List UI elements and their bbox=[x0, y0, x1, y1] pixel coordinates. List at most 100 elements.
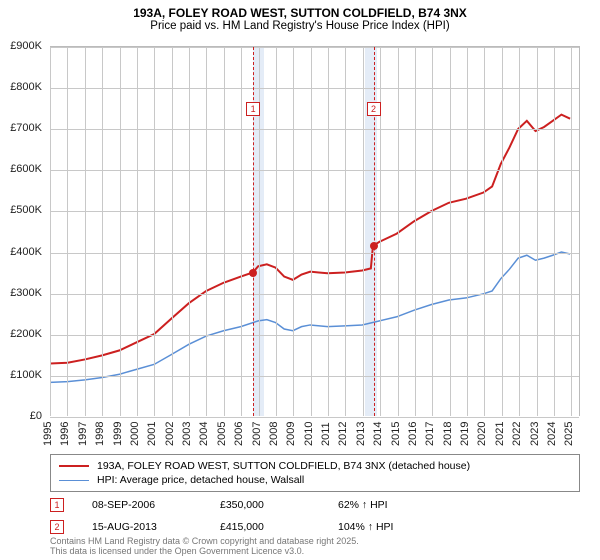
gridline-h bbox=[50, 47, 579, 48]
x-tick-label: 2014 bbox=[372, 422, 384, 446]
gridline-v bbox=[137, 47, 138, 416]
gridline-v bbox=[537, 47, 538, 416]
gridline-v bbox=[398, 47, 399, 416]
gridline-v bbox=[50, 47, 51, 416]
gridline-v bbox=[154, 47, 155, 416]
gridline-v bbox=[571, 47, 572, 416]
legend: 193A, FOLEY ROAD WEST, SUTTON COLDFIELD,… bbox=[50, 454, 580, 492]
x-tick-label: 2017 bbox=[424, 422, 436, 446]
sale-date: 15-AUG-2013 bbox=[92, 521, 192, 533]
title-block: 193A, FOLEY ROAD WEST, SUTTON COLDFIELD,… bbox=[0, 0, 600, 34]
x-tick-label: 2012 bbox=[337, 422, 349, 446]
x-tick-label: 2003 bbox=[181, 422, 193, 446]
y-tick-label: £600K bbox=[0, 163, 46, 175]
gridline-v bbox=[502, 47, 503, 416]
gridline-v bbox=[102, 47, 103, 416]
chart-container: 193A, FOLEY ROAD WEST, SUTTON COLDFIELD,… bbox=[0, 0, 600, 560]
gridline-v bbox=[484, 47, 485, 416]
legend-swatch bbox=[59, 465, 89, 467]
x-tick-label: 2006 bbox=[233, 422, 245, 446]
gridline-h bbox=[50, 253, 579, 254]
gridline-h bbox=[50, 170, 579, 171]
x-tick-label: 2015 bbox=[389, 422, 401, 446]
gridline-v bbox=[189, 47, 190, 416]
sale-dot bbox=[370, 242, 378, 250]
sale-dot bbox=[249, 269, 257, 277]
x-tick-label: 2005 bbox=[216, 422, 228, 446]
y-tick-label: £200K bbox=[0, 328, 46, 340]
y-tick-label: £300K bbox=[0, 287, 46, 299]
gridline-v bbox=[311, 47, 312, 416]
gridline-v bbox=[450, 47, 451, 416]
sale-vs-hpi: 104% ↑ HPI bbox=[338, 521, 393, 533]
y-tick-label: £400K bbox=[0, 246, 46, 258]
x-tick-label: 1995 bbox=[42, 422, 54, 446]
legend-swatch bbox=[59, 480, 89, 481]
gridline-v bbox=[554, 47, 555, 416]
gridline-h bbox=[50, 88, 579, 89]
gridline-h bbox=[50, 211, 579, 212]
x-tick-label: 2023 bbox=[528, 422, 540, 446]
x-tick-label: 2020 bbox=[476, 422, 488, 446]
legend-row: 193A, FOLEY ROAD WEST, SUTTON COLDFIELD,… bbox=[59, 459, 571, 473]
x-tick-label: 2007 bbox=[250, 422, 262, 446]
title-line-2: Price paid vs. HM Land Registry's House … bbox=[0, 20, 600, 32]
x-tick-label: 2010 bbox=[302, 422, 314, 446]
plot-area: 12 bbox=[50, 46, 580, 416]
gridline-v bbox=[415, 47, 416, 416]
x-tick-label: 2025 bbox=[563, 422, 575, 446]
sale-row-marker: 1 bbox=[50, 498, 64, 512]
gridline-v bbox=[224, 47, 225, 416]
gridline-h bbox=[50, 335, 579, 336]
x-tick-label: 1999 bbox=[111, 422, 123, 446]
x-tick-label: 2002 bbox=[163, 422, 175, 446]
gridline-v bbox=[432, 47, 433, 416]
x-tick-label: 2000 bbox=[129, 422, 141, 446]
footer-attribution: Contains HM Land Registry data © Crown c… bbox=[50, 536, 580, 557]
gridline-h bbox=[50, 417, 579, 418]
x-tick-label: 2024 bbox=[546, 422, 558, 446]
gridline-v bbox=[363, 47, 364, 416]
x-tick-label: 2022 bbox=[511, 422, 523, 446]
sale-marker-label: 2 bbox=[367, 102, 381, 116]
gridline-v bbox=[241, 47, 242, 416]
gridline-v bbox=[345, 47, 346, 416]
sale-row-marker: 2 bbox=[50, 520, 64, 534]
line-series-svg bbox=[50, 47, 579, 416]
x-tick-label: 2001 bbox=[146, 422, 158, 446]
x-tick-label: 1998 bbox=[94, 422, 106, 446]
y-tick-label: £100K bbox=[0, 369, 46, 381]
x-tick-label: 2016 bbox=[407, 422, 419, 446]
y-tick-label: £700K bbox=[0, 122, 46, 134]
x-tick-label: 2021 bbox=[494, 422, 506, 446]
gridline-v bbox=[519, 47, 520, 416]
gridline-h bbox=[50, 376, 579, 377]
gridline-v bbox=[328, 47, 329, 416]
x-tick-label: 2013 bbox=[355, 422, 367, 446]
y-tick-label: £800K bbox=[0, 81, 46, 93]
gridline-h bbox=[50, 294, 579, 295]
gridline-v bbox=[293, 47, 294, 416]
gridline-v bbox=[276, 47, 277, 416]
gridline-v bbox=[206, 47, 207, 416]
gridline-v bbox=[85, 47, 86, 416]
sale-date: 08-SEP-2006 bbox=[92, 499, 192, 511]
legend-row: HPI: Average price, detached house, Wals… bbox=[59, 473, 571, 487]
x-tick-label: 1997 bbox=[77, 422, 89, 446]
y-tick-label: £0 bbox=[0, 410, 46, 422]
sale-row: 2 15-AUG-2013 £415,000 104% ↑ HPI bbox=[50, 516, 580, 538]
x-tick-label: 2004 bbox=[198, 422, 210, 446]
sale-marker-label: 1 bbox=[246, 102, 260, 116]
gridline-h bbox=[50, 129, 579, 130]
legend-label: 193A, FOLEY ROAD WEST, SUTTON COLDFIELD,… bbox=[97, 460, 470, 472]
sale-vs-hpi: 62% ↑ HPI bbox=[338, 499, 388, 511]
x-tick-label: 2008 bbox=[268, 422, 280, 446]
x-tick-label: 2009 bbox=[285, 422, 297, 446]
sale-price: £415,000 bbox=[220, 521, 310, 533]
gridline-v bbox=[172, 47, 173, 416]
footer-line-2: This data is licensed under the Open Gov… bbox=[50, 546, 580, 556]
y-tick-label: £900K bbox=[0, 40, 46, 52]
legend-label: HPI: Average price, detached house, Wals… bbox=[97, 474, 304, 486]
sales-table: 108-SEP-2006£350,00062% ↑ HPI215-AUG-201… bbox=[50, 494, 580, 538]
x-tick-label: 1996 bbox=[59, 422, 71, 446]
